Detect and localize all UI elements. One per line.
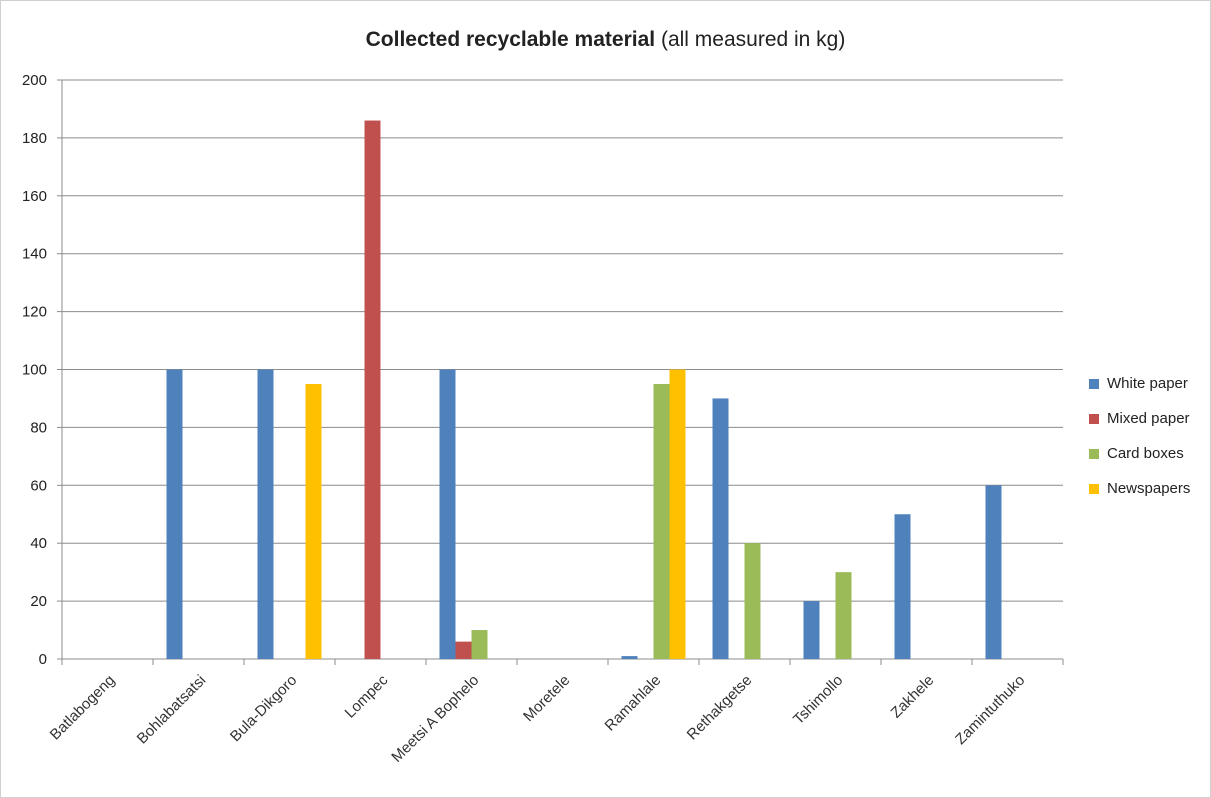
y-tick-label: 40 bbox=[30, 535, 47, 552]
y-tick-label: 180 bbox=[22, 130, 47, 147]
bar-mixed-paper bbox=[364, 120, 381, 659]
x-category-label: Ramahlale bbox=[602, 672, 665, 735]
chart-title: Collected recyclable material (all measu… bbox=[0, 28, 1211, 52]
y-tick-label: 80 bbox=[30, 419, 47, 436]
y-tick-label: 140 bbox=[22, 246, 47, 263]
bar-white-paper bbox=[712, 398, 729, 659]
x-category-label: Lompec bbox=[342, 671, 392, 721]
x-category-label: Zamintuthuko bbox=[952, 672, 1028, 748]
legend-label: Mixed paper bbox=[1107, 410, 1190, 427]
bar-white-paper bbox=[257, 369, 274, 659]
legend-label: Card boxes bbox=[1107, 445, 1184, 462]
y-tick-label: 120 bbox=[22, 304, 47, 321]
chart-legend: White paper Mixed paper Card boxes Newspape… bbox=[1089, 366, 1190, 506]
legend-item: White paper bbox=[1089, 366, 1190, 401]
bar-mixed-paper bbox=[455, 641, 472, 659]
legend-label: Newspapers bbox=[1107, 480, 1191, 497]
x-category-label: Moretele bbox=[520, 672, 573, 725]
y-tick-label: 20 bbox=[30, 593, 47, 610]
legend-swatch bbox=[1089, 413, 1099, 424]
bar-white-paper bbox=[803, 601, 820, 659]
x-category-label: Bula-Dikgoro bbox=[227, 672, 300, 745]
x-category-label: Zakhele bbox=[888, 672, 938, 722]
y-tick-label: 100 bbox=[22, 362, 47, 379]
bar-white-paper bbox=[166, 369, 183, 659]
bar-newspapers bbox=[305, 383, 322, 659]
y-tick-label: 160 bbox=[22, 188, 47, 205]
bar-white-paper bbox=[621, 656, 638, 659]
bar-newspapers bbox=[669, 369, 686, 659]
bar-white-paper bbox=[894, 514, 911, 659]
chart-title-main: Collected recyclable material bbox=[365, 28, 656, 51]
chart-title-subtitle: (all measured in kg) bbox=[660, 28, 846, 51]
bar-card-boxes bbox=[835, 572, 852, 659]
y-tick-label: 200 bbox=[22, 72, 47, 89]
legend-swatch bbox=[1089, 483, 1099, 494]
legend-swatch bbox=[1089, 448, 1099, 459]
legend-item: Newspapers bbox=[1089, 471, 1190, 506]
bar-white-paper bbox=[439, 369, 456, 659]
x-category-label: Rethakgetse bbox=[684, 672, 756, 744]
legend-label: White paper bbox=[1107, 375, 1188, 392]
bar-card-boxes bbox=[471, 630, 488, 659]
x-category-label: Tshimollo bbox=[790, 672, 846, 728]
bar-white-paper bbox=[985, 485, 1002, 659]
x-category-label: Batlabogeng bbox=[47, 672, 119, 744]
legend-swatch bbox=[1089, 378, 1099, 389]
bar-card-boxes bbox=[744, 543, 761, 659]
y-tick-label: 60 bbox=[30, 477, 47, 494]
x-category-label: Meetsi A Bophelo bbox=[388, 672, 482, 766]
legend-item: Card boxes bbox=[1089, 436, 1190, 471]
x-category-label: Bohlabatsatsi bbox=[134, 672, 210, 748]
y-tick-label: 0 bbox=[39, 651, 47, 668]
bar-card-boxes bbox=[653, 383, 670, 659]
legend-item: Mixed paper bbox=[1089, 401, 1190, 436]
